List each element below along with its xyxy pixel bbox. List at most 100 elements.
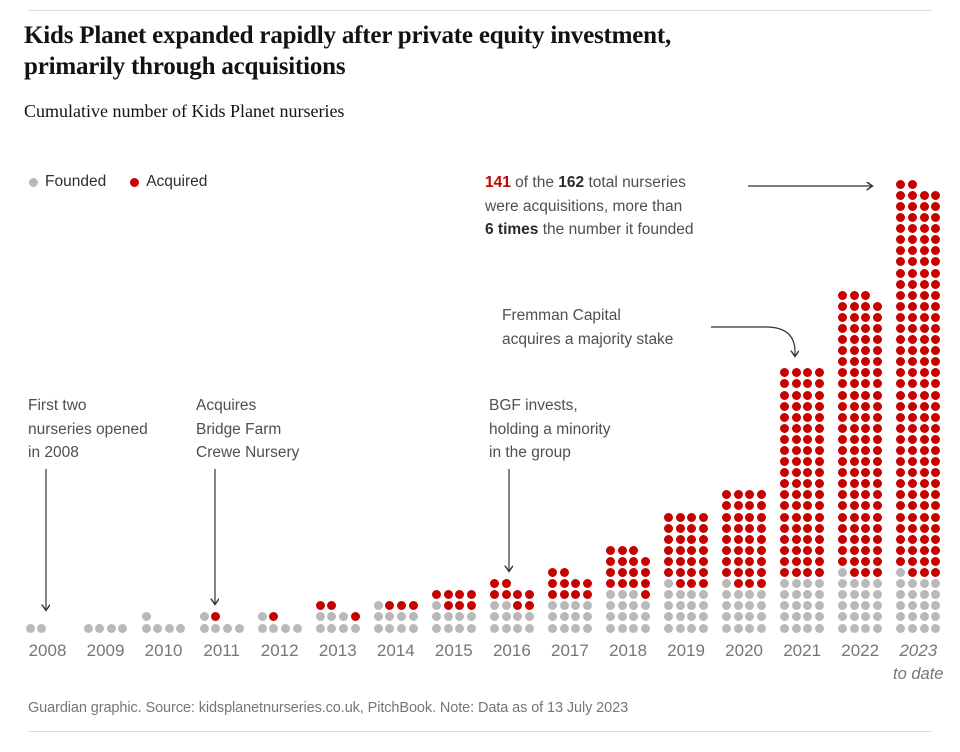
acquired-dot [931, 523, 941, 533]
acquired-dot [861, 412, 871, 422]
founded-dot [548, 601, 558, 611]
acquired-dot [861, 534, 871, 544]
founded-dot [873, 579, 883, 589]
founded-dot [861, 623, 871, 633]
founded-dot [861, 579, 871, 589]
acquired-dot [803, 490, 813, 500]
acquired-dot [466, 590, 476, 600]
acquired-dot [919, 534, 929, 544]
acquired-dot [780, 501, 790, 511]
founded-dot [687, 612, 697, 622]
acquired-dot [606, 579, 616, 589]
acquired-dot [640, 556, 650, 566]
acquired-dot [931, 290, 941, 300]
founded-dot [780, 612, 790, 622]
acquired-dot [780, 457, 790, 467]
acquired-dot [896, 468, 906, 478]
acquired-dot [919, 556, 929, 566]
acquired-dot [815, 412, 825, 422]
founded-dot [849, 623, 859, 633]
acquired-dot [907, 312, 917, 322]
acquired-dot [907, 290, 917, 300]
acquired-dot [849, 357, 859, 367]
acquired-dot [931, 479, 941, 489]
acquired-dot [907, 224, 917, 234]
acquired-dot [919, 523, 929, 533]
acquired-dot [873, 401, 883, 411]
founded-dot [664, 590, 674, 600]
axis-label-2011: 2011 [203, 641, 240, 660]
founded-dot [815, 612, 825, 622]
acquired-dot [838, 457, 848, 467]
acquired-dot [803, 468, 813, 478]
acquired-dot [559, 579, 569, 589]
acquired-dot [722, 556, 732, 566]
acquired-dot [919, 457, 929, 467]
acquired-dot [815, 379, 825, 389]
acquired-dot [931, 368, 941, 378]
acquired-dot [861, 434, 871, 444]
acquired-dot [803, 512, 813, 522]
axis-label-2017: 2017 [551, 641, 589, 660]
acquired-dot [861, 379, 871, 389]
acquired-dot [756, 501, 766, 511]
acquired-dot [571, 590, 581, 600]
founded-dot [664, 623, 674, 633]
acquired-dot [873, 545, 883, 555]
annotation-line: in 2008 [28, 444, 79, 461]
acquired-dot [873, 479, 883, 489]
axis-label-2012: 2012 [260, 641, 299, 660]
acquired-dot [873, 434, 883, 444]
acquired-dot [722, 490, 732, 500]
founded-dot [606, 623, 616, 633]
acquired-dot [606, 545, 616, 555]
legend-item-acquired: Acquired [130, 173, 207, 191]
acquired-dot [803, 556, 813, 566]
acquired-dot [896, 346, 906, 356]
acquired-dot [896, 213, 906, 223]
founded-dot [524, 623, 534, 633]
founded-dot [350, 623, 360, 633]
founded-dot [164, 623, 174, 633]
acquired-dot [745, 501, 755, 511]
column-2021 [780, 368, 825, 633]
acquired-dot [780, 523, 790, 533]
acquired-dot [745, 579, 755, 589]
acquired-dot [907, 179, 917, 189]
acquired-dot [873, 501, 883, 511]
acquired-dot [211, 612, 221, 622]
acquired-dot [907, 556, 917, 566]
founded-dot [687, 623, 697, 633]
acquired-dot [455, 590, 465, 600]
acquired-dot [722, 512, 732, 522]
founded-dot [524, 612, 534, 622]
acquired-dot [664, 534, 674, 544]
acquired-dot [687, 545, 697, 555]
acquired-dot [861, 323, 871, 333]
founded-dot [315, 612, 325, 622]
annotation-line: First two [28, 397, 87, 414]
acquired-dot [907, 368, 917, 378]
acquired-dot [849, 312, 859, 322]
acquired-dot [931, 457, 941, 467]
acquired-dot [501, 590, 511, 600]
founded-dot [687, 590, 697, 600]
founded-dot [931, 590, 941, 600]
acquired-dot [791, 368, 801, 378]
acquired-dot [791, 534, 801, 544]
acquired-dot [513, 590, 523, 600]
founded-dot [722, 612, 732, 622]
founded-dot [722, 623, 732, 633]
acquired-dot [606, 556, 616, 566]
acquired-dot [896, 412, 906, 422]
acquired-dot [582, 590, 592, 600]
acquired-dot [838, 545, 848, 555]
acquired-dot [861, 290, 871, 300]
column-2022 [838, 290, 883, 633]
acquired-dot [896, 523, 906, 533]
acquired-dot [815, 534, 825, 544]
founded-dot [756, 623, 766, 633]
founded-dot [373, 612, 383, 622]
acquired-dot [838, 312, 848, 322]
acquired-dot [919, 190, 929, 200]
